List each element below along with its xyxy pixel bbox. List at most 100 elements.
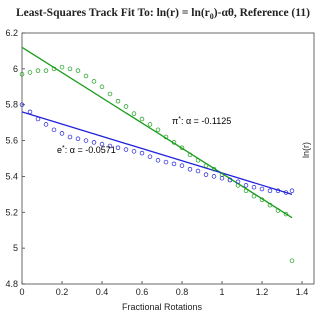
x-tick-label: 0.4	[96, 287, 109, 297]
x-tick-label: 0	[19, 287, 24, 297]
annotation-symbol: π	[172, 116, 178, 126]
fit-line	[21, 46, 293, 219]
data-point	[187, 152, 193, 158]
data-point	[283, 190, 289, 195]
data-point	[203, 163, 209, 168]
data-point	[179, 163, 185, 168]
x-tick-label: 1.4	[296, 287, 309, 297]
annotation-superscript: *	[62, 145, 65, 152]
data-point	[19, 102, 25, 107]
data-point	[211, 167, 217, 172]
data-point	[243, 188, 249, 194]
data-point	[91, 79, 97, 84]
data-point	[187, 167, 193, 172]
data-point	[267, 188, 273, 194]
data-point	[259, 186, 265, 192]
y-tick-label: 5.4	[5, 171, 18, 181]
data-point	[19, 71, 25, 77]
data-point	[99, 84, 105, 90]
data-point	[203, 172, 209, 177]
data-point	[289, 258, 295, 263]
data-point	[131, 111, 137, 116]
x-tick-label: 1.2	[256, 287, 269, 297]
data-point	[51, 66, 57, 72]
data-point	[107, 143, 113, 149]
y-axis-label: ln(r)	[301, 142, 311, 158]
data-point	[267, 202, 273, 208]
data-point	[75, 136, 81, 142]
data-point	[163, 134, 169, 140]
data-point	[59, 64, 65, 70]
data-point	[59, 131, 65, 136]
data-point	[67, 134, 73, 140]
data-point	[155, 158, 161, 163]
data-point	[123, 104, 129, 109]
data-point	[155, 127, 161, 133]
title-part: )-αθ, Reference (11)	[214, 7, 310, 19]
data-point	[43, 68, 49, 73]
data-point	[227, 177, 233, 183]
data-point	[171, 140, 177, 145]
annotation: π*: α = -0.1125	[172, 116, 231, 126]
x-tick-label: 1	[219, 287, 224, 297]
data-point	[251, 193, 257, 199]
y-tick-label: 5.8	[5, 100, 18, 110]
fit-line	[21, 111, 293, 195]
data-point	[107, 91, 113, 97]
data-point	[139, 150, 145, 156]
y-tick-label: 5.6	[5, 136, 18, 146]
data-point	[75, 68, 81, 73]
data-point	[27, 109, 33, 115]
data-point	[235, 179, 241, 185]
x-tick-label: 0.6	[136, 287, 149, 297]
data-point	[259, 197, 265, 202]
data-point	[115, 98, 121, 104]
data-point	[27, 70, 33, 75]
annotation: e*: α = -0.0571	[57, 145, 116, 155]
annotation-text: : α = -0.1125	[181, 116, 231, 126]
data-point	[251, 184, 257, 190]
data-point	[83, 138, 89, 143]
data-point	[275, 208, 281, 213]
x-tick-label: 0.2	[56, 287, 69, 297]
data-point	[99, 141, 105, 147]
data-point	[83, 73, 89, 79]
title-part: Least-Squares Track Fit To: ln(r) = ln(r	[16, 7, 210, 19]
data-point	[43, 122, 49, 127]
x-axis-label: Fractional Rotations	[122, 302, 203, 312]
data-point	[283, 211, 289, 217]
y-tick-label: 6.2	[5, 28, 18, 38]
y-tick-label: 5.2	[5, 207, 18, 217]
y-tick-label: 5	[13, 243, 18, 253]
annotation-text: : α = -0.0571	[65, 145, 116, 155]
annotation-symbol: e	[57, 145, 62, 155]
y-tick-label: 6	[13, 64, 18, 74]
data-point	[115, 145, 121, 150]
data-point	[123, 147, 129, 152]
data-point	[91, 140, 97, 145]
data-point	[219, 175, 225, 181]
data-point	[171, 161, 177, 167]
data-point	[179, 145, 185, 150]
data-point	[35, 116, 41, 122]
x-tick-label: 0.8	[176, 287, 189, 297]
data-point	[147, 122, 153, 127]
y-tick-label: 4.8	[5, 279, 18, 289]
plot-frame	[21, 32, 315, 285]
data-point	[195, 158, 201, 163]
data-point	[67, 66, 73, 72]
data-point	[131, 149, 137, 154]
data-point	[289, 188, 295, 194]
data-point	[243, 183, 249, 188]
data-point	[163, 159, 169, 165]
data-point	[35, 68, 41, 73]
data-point	[139, 116, 145, 122]
annotation-superscript: *	[178, 116, 181, 123]
data-point	[147, 154, 153, 159]
title-subscript: 0	[210, 12, 214, 21]
data-point	[211, 174, 217, 179]
chart-title: Least-Squares Track Fit To: ln(r) = ln(r…	[16, 7, 310, 21]
data-point	[195, 168, 201, 174]
data-point	[51, 127, 57, 133]
